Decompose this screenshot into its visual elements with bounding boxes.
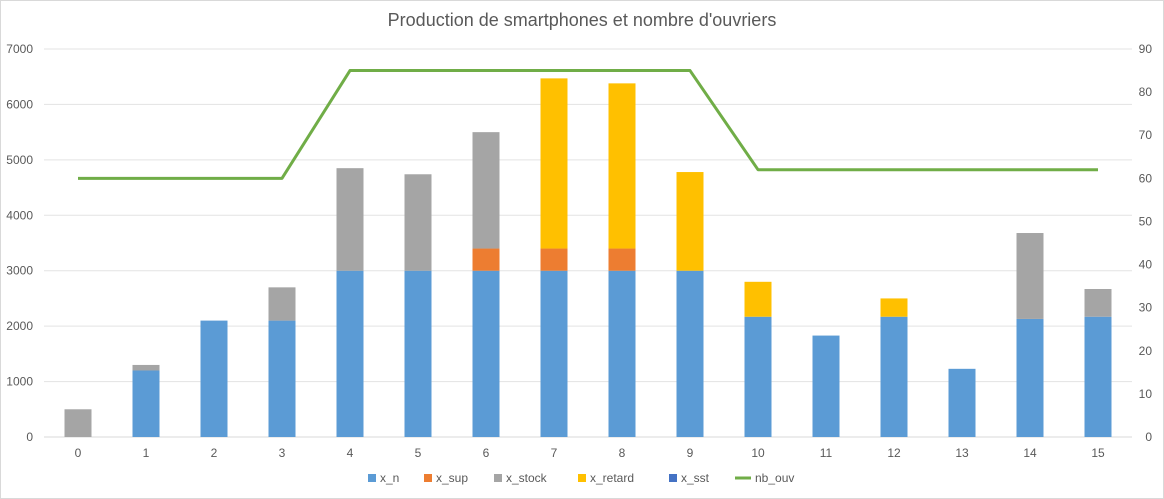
y-right-tick-label: 20 <box>1139 344 1153 358</box>
legend-label-x_sst: x_sst <box>681 471 710 485</box>
bar-x_n <box>812 335 840 437</box>
x-tick-label: 14 <box>1023 446 1037 460</box>
x-tick-label: 5 <box>415 446 422 460</box>
y-right-tick-label: 50 <box>1139 214 1153 228</box>
legend-label-x_retard: x_retard <box>590 471 634 485</box>
bar-x_n <box>336 270 364 437</box>
bar-x_n <box>472 270 500 437</box>
y-left-tick-label: 6000 <box>6 97 33 111</box>
legend-label-x_n: x_n <box>380 471 399 485</box>
bar-x_n <box>404 270 432 437</box>
y-left-tick-label: 7000 <box>6 42 33 56</box>
legend-swatch-x_stock <box>494 474 502 482</box>
legend-label-nb_ouv: nb_ouv <box>755 471 794 485</box>
bar-x_n <box>608 270 636 437</box>
x-tick-label: 12 <box>887 446 901 460</box>
bar-x_n <box>880 316 908 437</box>
bar-x_retard <box>880 298 908 317</box>
x-tick-label: 15 <box>1091 446 1105 460</box>
y-left-tick-label: 4000 <box>6 208 33 222</box>
y-right-tick-label: 0 <box>1145 430 1152 444</box>
legend-swatch-x_n <box>368 474 376 482</box>
legend-label-x_stock: x_stock <box>506 471 548 485</box>
y-left-tick-label: 1000 <box>6 375 33 389</box>
x-tick-label: 2 <box>211 446 218 460</box>
x-tick-label: 6 <box>483 446 490 460</box>
bar-x_retard <box>608 83 636 249</box>
bar-x_sup <box>540 248 568 271</box>
y-left-tick-label: 3000 <box>6 264 33 278</box>
line-series <box>78 69 1098 180</box>
x-axis: 0 1 2 3 4 5 6 7 8 9 10 11 12 13 14 15 <box>75 446 1105 460</box>
y-right-tick-label: 70 <box>1139 128 1153 142</box>
chart-title: Production de smartphones et nombre d'ou… <box>387 10 777 30</box>
y-right-tick-label: 90 <box>1139 42 1153 56</box>
x-tick-label: 1 <box>143 446 150 460</box>
x-tick-label: 9 <box>687 446 694 460</box>
legend-swatch-x_sst <box>669 474 677 482</box>
gridlines <box>44 48 1132 438</box>
bar-x_n <box>1016 318 1044 437</box>
y-left-tick-label: 2000 <box>6 319 33 333</box>
legend-label-x_sup: x_sup <box>436 471 468 485</box>
y-axis-right: 0 10 20 30 40 50 60 70 80 90 <box>1139 42 1153 444</box>
y-left-tick-label: 5000 <box>6 153 33 167</box>
bar-x_stock <box>1016 233 1044 319</box>
x-tick-label: 8 <box>619 446 626 460</box>
bar-x_n <box>132 370 160 437</box>
y-left-tick-label: 0 <box>26 430 33 444</box>
bar-x_n <box>948 368 976 437</box>
bar-x_n <box>676 270 704 437</box>
x-tick-label: 7 <box>551 446 558 460</box>
bar-x_n <box>200 320 228 437</box>
y-right-tick-label: 40 <box>1139 258 1153 272</box>
y-right-tick-label: 30 <box>1139 301 1153 315</box>
x-tick-label: 13 <box>955 446 969 460</box>
x-tick-label: 11 <box>820 446 833 460</box>
bar-x_n <box>268 320 296 437</box>
legend-swatch-x_retard <box>578 474 586 482</box>
bar-x_sup <box>608 248 636 271</box>
bar-x_retard <box>540 78 568 249</box>
bar-x_stock <box>268 287 296 321</box>
y-right-tick-label: 80 <box>1139 85 1153 99</box>
legend-swatch-x_sup <box>424 474 432 482</box>
bar-x_stock <box>64 409 92 437</box>
bar-series <box>64 78 1112 437</box>
bar-x_stock <box>1084 289 1112 317</box>
bar-x_n <box>540 270 568 437</box>
legend: x_n x_sup x_stock x_retard x_sst nb_ouv <box>368 471 794 485</box>
bar-x_stock <box>404 174 432 271</box>
bar-x_stock <box>336 168 364 271</box>
x-tick-label: 3 <box>279 446 286 460</box>
bar-x_sup <box>472 248 500 271</box>
bar-x_n <box>744 316 772 437</box>
bar-x_stock <box>472 132 500 249</box>
bar-x_retard <box>676 172 704 271</box>
x-tick-label: 4 <box>347 446 354 460</box>
x-tick-label: 10 <box>751 446 765 460</box>
bar-x_n <box>1084 316 1112 437</box>
y-right-tick-label: 60 <box>1139 171 1153 185</box>
y-right-tick-label: 10 <box>1139 387 1153 401</box>
y-axis-left: 0 1000 2000 3000 4000 5000 6000 7000 <box>6 42 33 444</box>
bar-x_retard <box>744 281 772 317</box>
bar-x_stock <box>132 364 160 371</box>
line-nb_ouv <box>78 69 1098 180</box>
x-tick-label: 0 <box>75 446 82 460</box>
